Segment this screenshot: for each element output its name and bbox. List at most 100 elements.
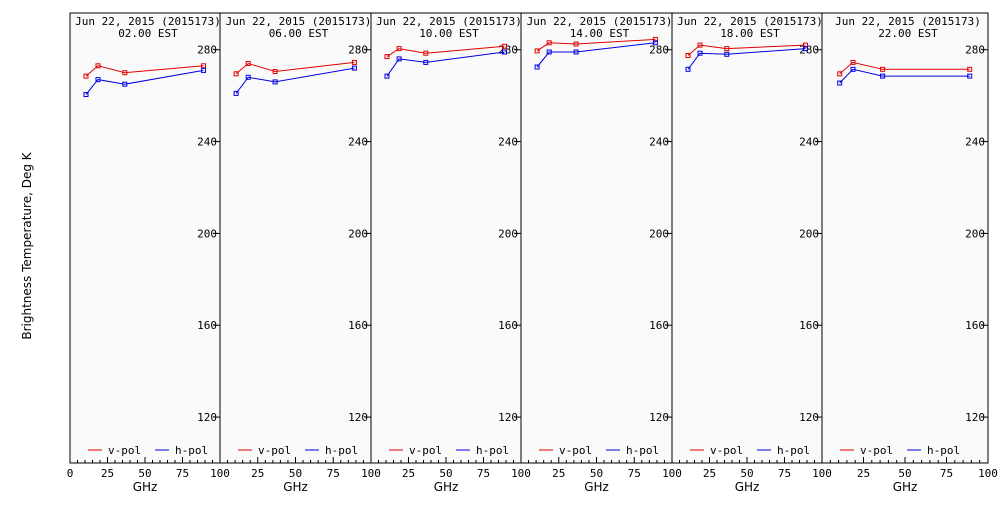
x-tick-label: 100 xyxy=(978,467,998,480)
v-pol-line xyxy=(386,45,505,58)
v-pol-line xyxy=(687,44,806,56)
h-pol-line xyxy=(85,69,204,95)
legend-v-pol-label: v-pol xyxy=(258,444,291,457)
v-pol-point xyxy=(880,66,886,72)
panel-2: Jun 22, 2015 (2015173)06.00 EST 120 160 200… xyxy=(219,12,381,494)
x-axis-title: GHz xyxy=(893,480,918,494)
y-tick-label: 200 xyxy=(649,227,669,240)
legend-v-pol-label: v-pol xyxy=(409,444,442,457)
y-tick-label: 160 xyxy=(799,319,819,332)
h-pol-line xyxy=(687,48,806,70)
v-pol-point xyxy=(396,46,402,52)
x-tick-label: 50 xyxy=(740,467,753,480)
panel-5: Jun 22, 2015 (2015173)18.00 EST 120 160 200… xyxy=(671,12,832,494)
legend-v-pol-label: v-pol xyxy=(559,444,592,457)
h-pol-point xyxy=(803,46,808,52)
h-pol-point xyxy=(83,92,89,97)
x-tick-label: 25 xyxy=(703,467,716,480)
y-tick-label: 240 xyxy=(965,136,985,149)
panel-title: Jun 22, 2015 (2015173) xyxy=(677,15,823,28)
h-pol-point xyxy=(351,65,357,71)
h-pol-point xyxy=(573,49,579,55)
h-pol-point xyxy=(423,59,429,65)
v-pol-point xyxy=(95,63,101,69)
y-tick-label: 280 xyxy=(649,44,669,57)
v-pol-point xyxy=(384,54,390,60)
panel-title: Jun 22, 2015 (2015173) xyxy=(835,15,981,28)
x-tick-label: 75 xyxy=(477,467,490,480)
x-tick-label: 0 xyxy=(67,467,74,480)
v-pol-line xyxy=(839,61,970,75)
panel-frame xyxy=(219,12,372,464)
v-pol-point xyxy=(967,66,973,72)
y-tick-label: 200 xyxy=(498,227,518,240)
h-pol-line xyxy=(839,68,970,84)
v-pol-point xyxy=(837,71,843,77)
x-tick-label: 100 xyxy=(210,467,230,480)
y-tick-label: 200 xyxy=(965,227,985,240)
legend-h-pol-label: h-pol xyxy=(927,444,960,457)
y-tick-label: 280 xyxy=(197,44,217,57)
x-tick-label: 50 xyxy=(590,467,603,480)
panel-subtitle: 10.00 EST xyxy=(419,27,479,40)
h-pol-point xyxy=(685,66,691,72)
x-tick-label: 100 xyxy=(361,467,381,480)
x-tick-label: 50 xyxy=(439,467,452,480)
y-tick-label: 280 xyxy=(348,44,368,57)
panels-group: Jun 22, 2015 (2015173)02.00 EST120160200… xyxy=(67,12,998,494)
panel-subtitle: 06.00 EST xyxy=(269,27,329,40)
panel-title: Jun 22, 2015 (2015173) xyxy=(226,15,372,28)
x-tick-label: 50 xyxy=(289,467,302,480)
y-tick-label: 200 xyxy=(348,227,368,240)
h-pol-point xyxy=(201,67,206,73)
x-tick-label: 25 xyxy=(251,467,264,480)
v-pol-point xyxy=(245,61,251,66)
panel-frame xyxy=(671,12,823,464)
panel-title: Jun 22, 2015 (2015173) xyxy=(75,15,221,28)
x-tick-label: 75 xyxy=(940,467,953,480)
y-tick-label: 120 xyxy=(649,411,669,424)
panel-title: Jun 22, 2015 (2015173) xyxy=(527,15,673,28)
y-tick-label: 240 xyxy=(197,136,217,149)
h-pol-point xyxy=(233,90,239,96)
v-pol-point xyxy=(850,59,856,65)
v-pol-point xyxy=(502,43,507,49)
v-pol-point xyxy=(122,70,128,76)
v-pol-point xyxy=(83,73,89,79)
y-tick-label: 160 xyxy=(498,319,518,332)
v-pol-point xyxy=(546,40,552,46)
v-pol-point xyxy=(652,36,658,42)
panel-3: Jun 22, 2015 (2015173)10.00 EST 120 160 200… xyxy=(370,12,531,494)
h-pol-line xyxy=(386,51,505,77)
y-tick-label: 280 xyxy=(498,44,518,57)
panel-subtitle: 14.00 EST xyxy=(570,27,630,40)
legend-h-pol-label: h-pol xyxy=(626,444,659,457)
y-tick-label: 240 xyxy=(649,136,669,149)
x-tick-label: 25 xyxy=(101,467,114,480)
h-pol-point xyxy=(850,66,856,72)
panel-subtitle: 22.00 EST xyxy=(878,27,938,40)
v-pol-point xyxy=(351,59,357,65)
v-pol-point xyxy=(685,53,691,58)
h-pol-point xyxy=(534,64,540,70)
y-tick-label: 160 xyxy=(197,319,217,332)
panel-frame xyxy=(69,12,221,464)
y-axis-title: Brightness Temperature, Deg K xyxy=(20,151,34,339)
x-tick-label: 25 xyxy=(857,467,870,480)
legend-v-pol-label: v-pol xyxy=(108,444,141,457)
y-tick-label: 120 xyxy=(799,411,819,424)
y-tick-label: 160 xyxy=(649,319,669,332)
h-pol-point xyxy=(95,77,101,83)
y-tick-label: 240 xyxy=(498,136,518,149)
y-tick-label: 160 xyxy=(965,319,985,332)
legend-v-pol-label: v-pol xyxy=(860,444,893,457)
h-pol-point xyxy=(396,56,402,62)
h-pol-point xyxy=(724,51,730,57)
x-axis-title: GHz xyxy=(133,480,158,494)
v-pol-point xyxy=(534,48,540,54)
legend-h-pol-label: h-pol xyxy=(476,444,509,457)
v-pol-point xyxy=(233,71,239,77)
x-axis-title: GHz xyxy=(434,480,459,494)
panel-frame xyxy=(370,12,522,464)
y-tick-label: 120 xyxy=(498,411,518,424)
